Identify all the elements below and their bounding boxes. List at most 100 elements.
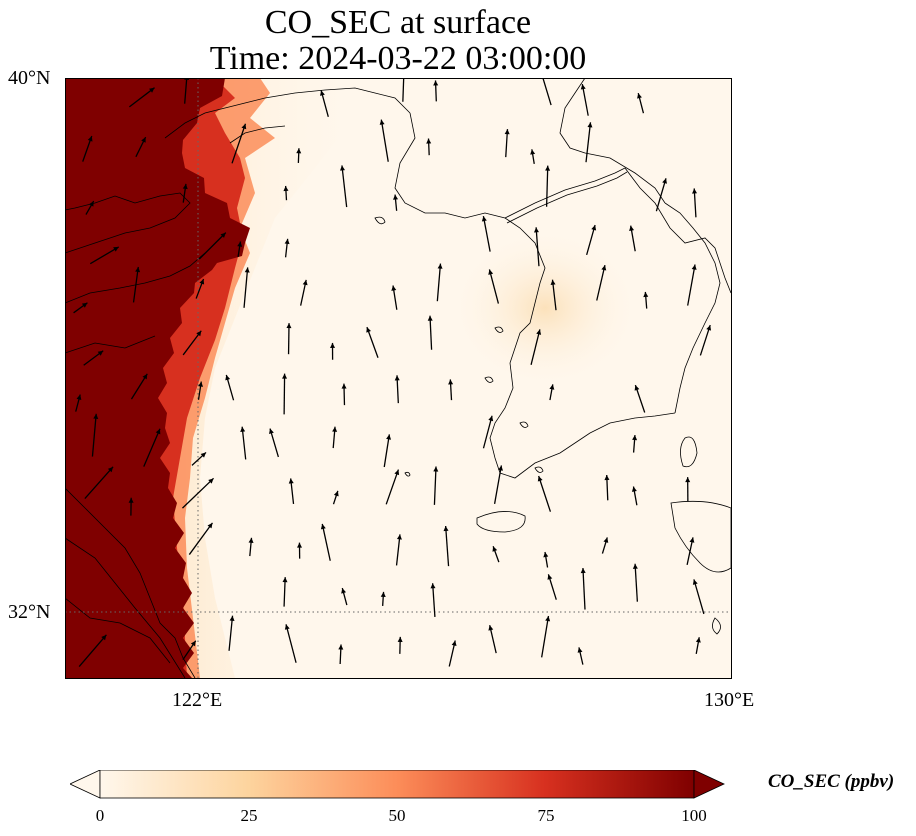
wind-arrow-shaft [402, 78, 405, 102]
wind-arrow-head [591, 224, 597, 231]
wind-arrow-shaft [89, 246, 120, 265]
wind-arrow-head [488, 625, 494, 631]
wind-arrow-head [550, 279, 556, 285]
wind-arrow-head [391, 285, 397, 291]
wind-arrow-head [643, 291, 649, 298]
wind-arrow-head [288, 478, 294, 484]
wind-arrow-head [603, 537, 609, 543]
wind-arrow-head [443, 525, 449, 532]
wind-arrow-head [504, 129, 510, 135]
wind-arrow-shaft [436, 263, 442, 302]
korea-concentration-blob [450, 228, 640, 388]
wind-arrow-head [689, 537, 695, 543]
wind-arrow-head [533, 227, 539, 233]
wind-arrow-head [685, 477, 691, 483]
wind-arrow-head [604, 474, 610, 481]
wind-arrow-shaft [693, 579, 705, 615]
wind-arrow-head [198, 381, 204, 387]
wind-arrow-head [149, 87, 155, 93]
map-time: Time: 2024-03-22 03:00:00 [209, 40, 587, 77]
wind-arrow-head [76, 394, 82, 401]
wind-arrow-head [386, 434, 392, 440]
wind-arrow-head [225, 374, 231, 381]
wind-arrow-head [240, 426, 246, 432]
wind-arrow-shaft [231, 123, 247, 164]
colorbar-label: CO_SEC (ppbv) [768, 771, 895, 792]
wind-arrow-head [481, 216, 487, 222]
wind-arrow-head [580, 84, 586, 90]
wind-arrow-shaft [243, 267, 249, 308]
wind-arrow-head [237, 241, 243, 247]
wind-arrow-head [577, 647, 583, 653]
wind-arrow-head [366, 327, 371, 333]
wind-arrow-head [545, 616, 551, 622]
wind-arrow-shaft [586, 224, 596, 256]
wind-vectors [73, 78, 712, 668]
wind-arrow-shaft [321, 523, 331, 561]
wind-arrow-shaft [634, 563, 639, 602]
gridlines [65, 78, 731, 678]
wind-arrow-shaft [383, 434, 391, 468]
wind-arrow-head [229, 615, 235, 621]
wind-arrow-shaft [581, 84, 589, 116]
wind-arrow-head [543, 552, 549, 558]
wind-arrow-head [488, 269, 494, 275]
wind-arrow-head [691, 264, 697, 270]
colorbar-tick-0: 0 [95, 806, 105, 825]
wind-arrow-head [537, 476, 543, 482]
wind-arrow-head [662, 178, 667, 184]
wind-arrow-shaft [143, 428, 161, 467]
lon-label-122e: 122°E [172, 689, 223, 711]
wind-arrow-head [248, 537, 254, 543]
wind-arrow-head [629, 225, 635, 231]
lat-label-32n: 32°N [8, 601, 51, 623]
wind-arrow-head [282, 577, 288, 583]
wind-arrow-shaft [582, 567, 586, 610]
wind-arrow-head [332, 426, 338, 432]
wind-arrow-shaft [341, 165, 348, 208]
wind-arrow-head [182, 183, 188, 190]
wind-arrow-shaft [366, 326, 379, 358]
colorbar-bar [99, 769, 695, 799]
wind-arrow-head [207, 522, 213, 529]
colorbar [69, 769, 726, 805]
wind-arrow-head [601, 265, 607, 271]
wind-arrow-head [284, 238, 290, 245]
colorbar-extend-max [693, 769, 725, 799]
wind-arrow-shaft [128, 87, 155, 108]
wind-arrow-shaft [538, 475, 552, 512]
colorbar-gradient [69, 769, 725, 799]
map-plot-area [65, 78, 731, 678]
wind-arrow-head [320, 523, 326, 530]
wind-arrow-shaft [182, 477, 215, 509]
wind-arrow-shaft [482, 215, 491, 252]
wind-arrow-head [107, 466, 114, 473]
plume-core-darkred [65, 78, 250, 678]
wind-arrow-head [394, 469, 400, 476]
wind-arrow-head [488, 415, 494, 422]
wind-arrow-head [330, 342, 336, 348]
wind-arrow-head [200, 452, 207, 458]
wind-arrow-shaft [687, 264, 696, 306]
wind-arrow-head [296, 148, 302, 154]
wind-arrow-head [427, 315, 433, 321]
wind-arrow-head [492, 546, 498, 552]
lon-label-130e: 130°E [704, 689, 755, 711]
wind-arrow-head [283, 185, 289, 192]
colorbar-tick-75: 75 [537, 806, 555, 825]
wind-arrow-head [692, 579, 698, 585]
wind-arrow-shaft [84, 466, 114, 500]
wind-arrow-shaft [395, 534, 401, 566]
wind-arrow-head [393, 194, 399, 200]
wind-arrow-shaft [493, 465, 503, 505]
wind-arrow-head [706, 325, 712, 331]
wind-arrow-shaft [228, 615, 234, 651]
wind-arrow-head [297, 542, 303, 548]
wind-arrow-shaft [545, 165, 549, 207]
wind-arrow-shaft [91, 413, 97, 457]
wind-arrow-shaft [78, 634, 107, 668]
wind-arrow-head [433, 466, 439, 472]
colorbar-tick-25: 25 [240, 806, 258, 825]
wind-arrow-head [97, 350, 104, 356]
wind-arrow-head [379, 119, 385, 125]
